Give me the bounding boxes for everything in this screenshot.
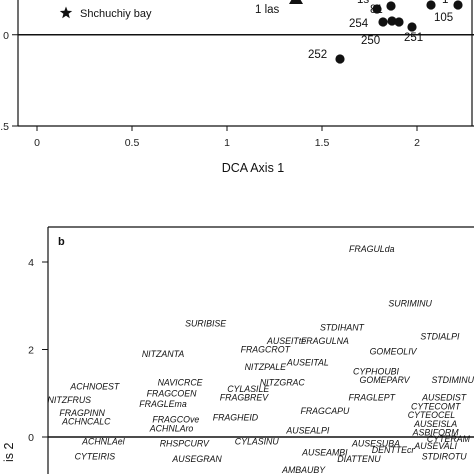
species-label: FRAGULNA	[301, 336, 349, 346]
species-label: AUSEAMBI	[301, 447, 348, 457]
species-label: NITZANTA	[142, 349, 184, 359]
panel-a-xtick-label: 0.5	[125, 137, 140, 149]
panel-b-ytick-label: 4	[28, 257, 34, 269]
species-label: STDIALPI	[420, 331, 460, 341]
species-label: STDIHANT	[320, 323, 365, 333]
circle-marker	[394, 17, 404, 27]
circle-marker	[335, 54, 345, 64]
species-label: CYTEOCEL	[408, 410, 456, 420]
circle-marker	[372, 4, 382, 14]
cut-label: 1s	[357, 0, 369, 6]
circle-marker	[378, 17, 388, 27]
circle-marker	[426, 0, 436, 10]
triangle-marker	[289, 0, 303, 4]
species-label: AUSESUBA	[351, 439, 400, 449]
species-label: SURIMINU	[388, 299, 432, 309]
species-label: NITZGRAC	[260, 377, 306, 387]
species-label: AUSEALPI	[285, 425, 330, 435]
panel-a-xtick-label: 0	[34, 137, 40, 149]
species-label: DIATTENU	[337, 454, 381, 464]
circle-label: 254	[349, 18, 369, 30]
species-label: FRAGCAPU	[300, 406, 350, 416]
species-label: FRAGCOEN	[147, 388, 197, 398]
species-label: FRAGCOve	[152, 415, 199, 425]
species-label: ACHNCALC	[61, 417, 111, 427]
panel-a-xtick-label: 1.5	[315, 137, 330, 149]
species-label: ACHNOEST	[69, 382, 120, 392]
panel-a-xtick-label: 2	[414, 137, 420, 149]
panel-a-xtick-label: 1	[224, 137, 230, 149]
species-label: AUSEDIST	[421, 393, 467, 403]
species-label: ACHNLAel	[81, 436, 126, 446]
species-label: FRAGPINN	[59, 408, 105, 418]
species-label: CYLASILE	[227, 384, 269, 394]
species-label: FRAGBREV	[220, 393, 270, 403]
circle-label: 105	[434, 12, 453, 24]
legend-star-icon	[59, 6, 73, 19]
species-label: CYPHOUBI	[353, 366, 400, 376]
species-label: SURIBISE	[185, 318, 226, 328]
species-label: ASBIFORM	[412, 428, 460, 438]
species-label: CYLASINU	[235, 436, 280, 446]
circle-marker	[453, 0, 463, 10]
species-label: AUSEITte	[266, 336, 306, 346]
panel-a: 0 -0.5 0 0.5 1 1.5 2 DCA Axis 1 Shchuchiy bay 1 l…	[0, 0, 474, 175]
circle-marker	[386, 1, 396, 11]
species-label: STDIMINU	[431, 375, 474, 385]
species-label: FRAGULda	[349, 244, 395, 254]
triangle-label: 1 las	[255, 4, 280, 16]
species-label: NITZFRUS	[48, 395, 92, 405]
species-label: NITZPALE	[245, 362, 287, 372]
species-label: AUSEVALI	[413, 441, 457, 451]
species-label: GOMEPARV	[360, 375, 411, 385]
circle-marker	[407, 22, 417, 32]
species-label: DENTTEcr	[372, 445, 416, 455]
species-label: FRAGLEPT	[349, 393, 396, 403]
species-label: CYTECOMT	[411, 401, 461, 411]
panel-a-ytick-label: -0.5	[0, 121, 9, 133]
species-label: FRAGCROT	[241, 345, 291, 355]
species-label: STDIROTU	[422, 452, 468, 462]
species-label: NAVICRCE	[158, 377, 203, 387]
circle-label: 252	[308, 49, 327, 61]
circle-marker	[387, 16, 397, 26]
species-label: GOMEOLIV	[370, 347, 418, 357]
species-label: FRAGLEma	[139, 399, 187, 409]
panel-b-label: b	[58, 236, 65, 248]
species-label: CYTERAM	[427, 434, 471, 444]
species-label: AUSEITAL	[286, 358, 329, 368]
species-label: AUSEISLA	[413, 419, 457, 429]
circle-label: 81	[370, 4, 383, 16]
species-label: RHSPCURV	[160, 439, 210, 449]
circle-label: 251	[404, 32, 423, 44]
panel-b: b 4 2 0 is 2 FRAGULda SURIMINU SURIBISE STDIHANT…	[2, 226, 474, 474]
species-label: CYTEIRIS	[75, 452, 116, 462]
panel-a-xlabel: DCA Axis 1	[222, 161, 285, 175]
panel-b-ytick-label: 2	[28, 345, 34, 357]
species-label: ACHNLAro	[149, 423, 194, 433]
legend-label: Shchuchiy bay	[80, 8, 152, 20]
panel-a-ytick-label: 0	[3, 30, 9, 42]
species-label: AUSEGRAN	[171, 454, 222, 464]
species-label: FRAGHEID	[213, 412, 259, 422]
species-label: AMBAUBY	[281, 465, 326, 474]
panel-b-ytick-label: 0	[28, 432, 34, 444]
panel-b-ylabel: is 2	[2, 443, 16, 463]
circle-label: 250	[361, 35, 380, 47]
cut-label: 1	[442, 0, 448, 6]
